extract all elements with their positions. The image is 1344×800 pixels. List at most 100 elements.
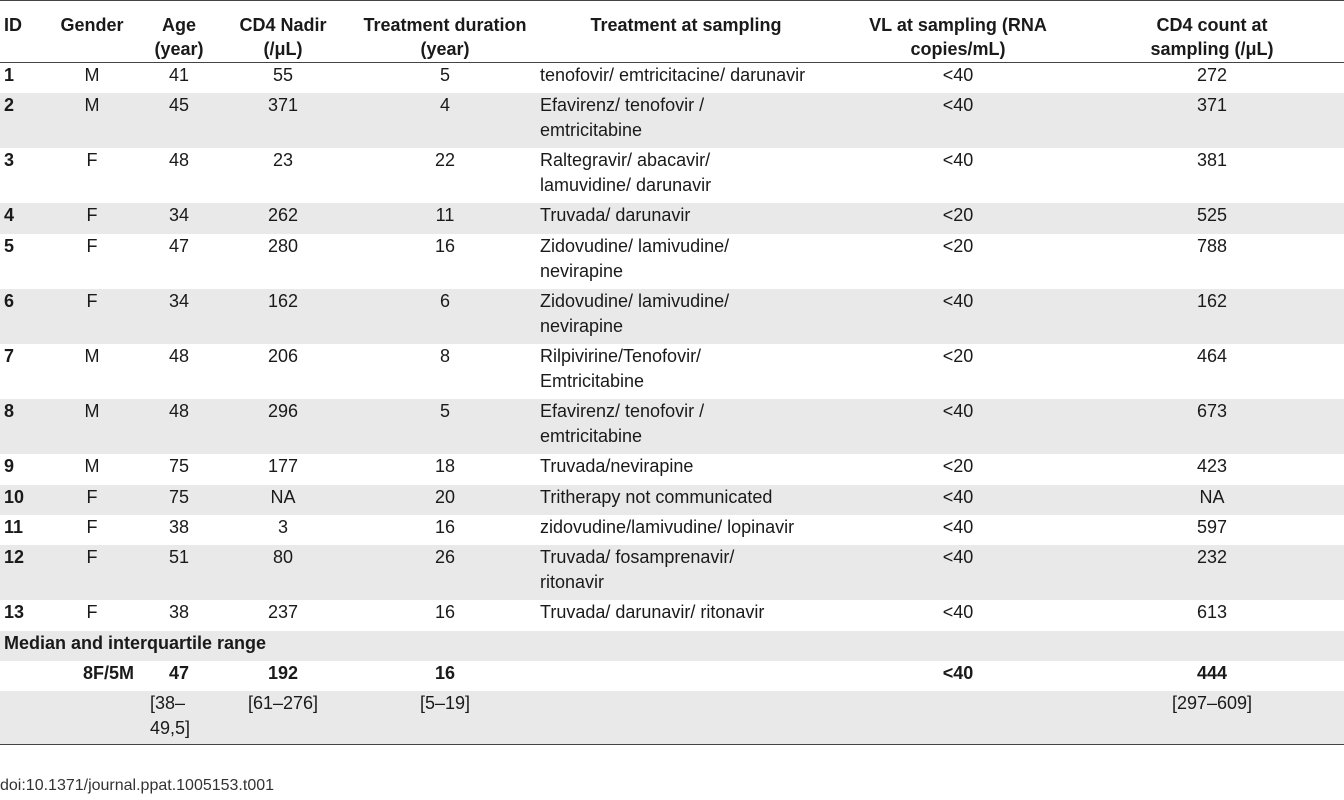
cell-id: 11 [0,514,38,545]
cell-age: 48 [146,343,212,399]
cell-treatment: Raltegravir/ abacavir/lamuvidine/ daruna… [536,147,836,203]
cell-treatment: Rilpivirine/Tenofovir/Emtricitabine [536,343,836,399]
summary-age-iqr: [38– 49,5] [146,690,212,745]
cell-cd4-nadir: 55 [212,62,354,93]
cell-treatment: Truvada/nevirapine [536,453,836,485]
cell-treatment: tenofovir/ emtricitacine/ darunavir [536,62,836,93]
cell-gender: F [38,288,146,344]
cell-duration: 11 [354,202,536,234]
cell-duration: 4 [354,92,536,148]
cell-age: 48 [146,147,212,203]
cell-duration: 5 [354,62,536,93]
cell-age: 51 [146,544,212,600]
cell-vl: <20 [836,233,1080,289]
table-row: 9 M 75 177 18 Truvada/nevirapine <20 423 [0,453,1344,485]
cell-cd4-count: NA [1080,484,1344,515]
cell-treatment: Efavirenz/ tenofovir / emtricitabine [536,92,836,148]
summary-age-median: 47 [146,660,212,691]
cell-gender: M [38,453,146,485]
summary-iqr-empty-id [0,690,38,745]
summary-iqr-empty-vl [836,690,1080,745]
table-row: 6 F 34 162 6 Zidovudine/ lamivudine/nevi… [0,288,1344,344]
cell-id: 1 [0,62,38,93]
summary-nadir-median: 192 [212,660,354,691]
cell-duration: 5 [354,398,536,454]
cell-id: 6 [0,288,38,344]
cell-cd4-count: 788 [1080,233,1344,289]
cell-vl: <40 [836,92,1080,148]
cell-cd4-count: 423 [1080,453,1344,485]
cell-treatment: zidovudine/lamivudine/ lopinavir [536,514,836,545]
cell-gender: F [38,147,146,203]
cell-age: 34 [146,288,212,344]
cell-age: 45 [146,92,212,148]
summary-iqr-row: [38– 49,5] [61–276] [5–19] [297–609] [0,690,1344,745]
cell-id: 2 [0,92,38,148]
cell-gender: M [38,343,146,399]
table-row: 8 M 48 296 5 Efavirenz/ tenofovir / emtri… [0,398,1344,454]
cell-age: 38 [146,599,212,631]
table-header: ID Gender Age (year) CD4 Nadir (/μL) Treat… [0,0,1344,63]
patient-table: ID Gender Age (year) CD4 Nadir (/μL) Treat… [0,0,1344,745]
cell-vl: <40 [836,544,1080,600]
summary-treatment-empty [536,660,836,691]
cell-vl: <40 [836,484,1080,515]
cell-duration: 16 [354,599,536,631]
cell-cd4-count: 673 [1080,398,1344,454]
summary-cd4-iqr: [297–609] [1080,690,1344,745]
cell-gender: M [38,398,146,454]
cell-cd4-nadir: 280 [212,233,354,289]
cell-gender: F [38,544,146,600]
cell-gender: F [38,484,146,515]
cell-duration: 22 [354,147,536,203]
doi-footer[interactable]: doi:10.1371/journal.ppat.1005153.t001 [0,777,275,794]
cell-age: 38 [146,514,212,545]
cell-treatment: Tritherapy not communicated [536,484,836,515]
summary-label: Median and interquartile range [0,630,1344,661]
summary-duration-iqr: [5–19] [354,690,536,745]
cell-duration: 8 [354,343,536,399]
summary-iqr-empty-treatment [536,690,836,745]
cell-cd4-nadir: 262 [212,202,354,234]
summary-vl-median: <40 [836,660,1080,691]
cell-treatment: Zidovudine/ lamivudine/nevirapine [536,288,836,344]
summary-median-row: 8F/5M 47 192 16 <40 444 [0,660,1344,691]
cell-duration: 6 [354,288,536,344]
cell-id: 12 [0,544,38,600]
cell-duration: 26 [354,544,536,600]
header-cd4-count: CD4 count at sampling (/μL) [1150,15,1274,59]
cell-vl: <40 [836,599,1080,631]
cell-vl: <40 [836,514,1080,545]
summary-cd4-median: 444 [1080,660,1344,691]
table-row: 5 F 47 280 16 Zidovudine/ lamivudine/nev… [0,233,1344,289]
summary-gender: 8F/5M [0,660,146,691]
summary-label-row: Median and interquartile range [0,630,1344,661]
cell-cd4-nadir: 371 [212,92,354,148]
cell-treatment: Truvada/ darunavir/ ritonavir [536,599,836,631]
header-id: ID [4,15,22,35]
cell-id: 8 [0,398,38,454]
cell-gender: F [38,514,146,545]
cell-cd4-count: 371 [1080,92,1344,148]
cell-cd4-count: 272 [1080,62,1344,93]
header-treatment-duration: Treatment duration (year) [363,15,527,59]
cell-gender: F [38,233,146,289]
cell-duration: 16 [354,514,536,545]
cell-cd4-count: 464 [1080,343,1344,399]
cell-vl: <40 [836,288,1080,344]
cell-treatment: Zidovudine/ lamivudine/nevirapine [536,233,836,289]
cell-gender: F [38,599,146,631]
table-row: 1 M 41 55 5 tenofovir/ emtricitacine/ da… [0,62,1344,93]
header-treatment-at-sampling: Treatment at sampling [590,15,782,35]
cell-cd4-nadir: 237 [212,599,354,631]
cell-duration: 18 [354,453,536,485]
summary-duration-median: 16 [354,660,536,691]
cell-cd4-nadir: 162 [212,288,354,344]
cell-gender: F [38,202,146,234]
cell-cd4-count: 162 [1080,288,1344,344]
table-row: 2 M 45 371 4 Efavirenz/ tenofovir / emtri… [0,92,1344,148]
cell-id: 13 [0,599,38,631]
cell-cd4-count: 525 [1080,202,1344,234]
header-vl-at-sampling: VL at sampling (RNA copies/mL) [869,15,1047,59]
